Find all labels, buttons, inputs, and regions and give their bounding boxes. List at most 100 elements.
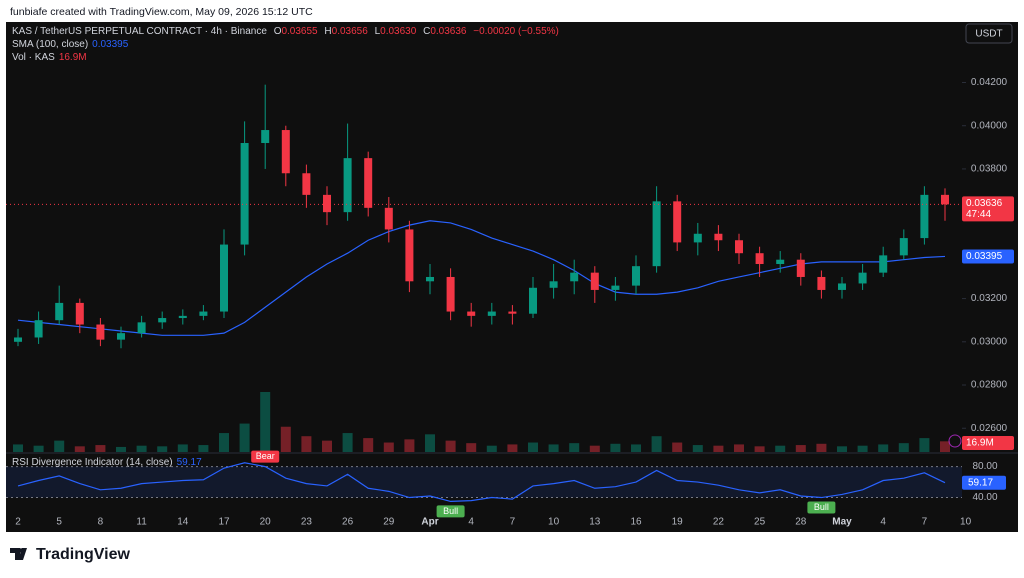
volume-bar (54, 440, 65, 452)
volume-bar (631, 444, 641, 452)
candle-body (137, 322, 146, 334)
candle-body (652, 201, 661, 267)
ohlc-label: C (423, 26, 431, 37)
volume-bar (878, 444, 889, 452)
candle-body (199, 311, 208, 316)
volume-bar (795, 445, 806, 452)
ohlc-value: 0.03656 (331, 26, 368, 37)
x-tick-label: 26 (342, 517, 354, 528)
y-tick-label: 0.04200 (971, 77, 1008, 88)
volume-bar (610, 443, 621, 452)
volume-bar (589, 445, 600, 452)
signal-label: Bull (814, 502, 829, 512)
ohlc-value: 0.03636 (430, 26, 467, 37)
volume-bar (13, 444, 23, 452)
candle-body (281, 130, 290, 174)
sma-value: 0.03395 (92, 39, 129, 50)
candle-body (34, 320, 43, 338)
x-tick-label: 4 (468, 517, 474, 528)
candle-body (446, 276, 455, 312)
volume-bar (95, 445, 106, 452)
volume-bar (177, 444, 188, 452)
candle-body (899, 238, 908, 256)
volume-bar (713, 445, 724, 452)
candle-body (261, 130, 270, 144)
volume-bar (363, 438, 374, 452)
candle-body (55, 302, 64, 321)
volume-bar (74, 446, 85, 452)
candle-body (220, 244, 228, 312)
volume-bar (116, 446, 126, 452)
candle-body (796, 259, 805, 277)
volume-name: Vol · KAS (12, 52, 55, 63)
volume-bar (301, 436, 312, 452)
y-tick-label: 0.02800 (971, 380, 1008, 391)
y-tick-label: 0.04000 (971, 120, 1008, 131)
volume-bar (507, 444, 518, 452)
currency[interactable]: USDT (975, 29, 1002, 40)
volume-bar (569, 443, 580, 452)
x-tick-label: 10 (960, 517, 972, 528)
ohlc-value: 0.03630 (380, 26, 417, 37)
volume-bar (342, 433, 353, 452)
rsi-legend: RSI Divergence Indicator (14, close) 59.1… (12, 457, 206, 468)
candle-body (838, 283, 846, 290)
x-tick-label: 14 (177, 517, 189, 528)
volume-bar (672, 442, 683, 452)
volume-bar (260, 392, 271, 452)
volume-bar (280, 426, 291, 452)
y-tick-label: 0.03800 (971, 164, 1008, 175)
x-tick-label: 5 (56, 517, 62, 528)
candle-body (75, 302, 84, 325)
candle-body (858, 272, 867, 284)
currency-button[interactable] (965, 23, 1013, 44)
x-tick-label: 13 (589, 517, 601, 528)
volume-tag (962, 436, 1014, 450)
candle-body (323, 194, 331, 213)
volume-tag-label: 16.9M (966, 438, 994, 449)
candle-body (384, 207, 393, 230)
last-price-tag (962, 196, 1014, 222)
volume-bar (404, 439, 415, 452)
candle-body (920, 194, 929, 239)
sma-line (17, 220, 946, 336)
y-tick-label: 0.03200 (971, 293, 1008, 304)
signal-label: Bear (256, 451, 275, 461)
rsi-name: RSI Divergence Indicator (14, close) (12, 457, 173, 468)
y-tick-label: 0.02600 (971, 423, 1008, 434)
sma-name: SMA (100, close) (12, 39, 89, 50)
change: −0.00020 (−0.55%) (473, 26, 559, 37)
signal-label: Bull (443, 506, 458, 516)
logo (10, 548, 27, 560)
candle-body (941, 194, 949, 205)
x-tick-label: 29 (383, 517, 395, 528)
volume-bar (322, 440, 332, 452)
brand: TradingView (36, 546, 131, 563)
symbol-legend: KAS / TetherUS PERPETUAL CONTRACT · 4h ·… (12, 26, 563, 37)
countdown: 47:44 (966, 209, 991, 220)
volume-bar (754, 446, 765, 452)
candle-body (405, 229, 414, 282)
sma-tag-label: 0.03395 (966, 251, 1003, 262)
candle-body (158, 318, 167, 323)
x-tick-label: 16 (630, 517, 642, 528)
last-price-label: 0.03636 (966, 198, 1003, 209)
ohlc-value: 0.03655 (281, 26, 318, 37)
ohlc-label: H (324, 26, 332, 37)
candle-body (673, 201, 682, 243)
x-tick-label: May (832, 517, 852, 528)
volume-bar (816, 443, 827, 452)
candle-body (467, 311, 476, 316)
volume-bar (528, 442, 538, 452)
volume-bar (157, 446, 168, 452)
candle-body (570, 272, 579, 282)
candle-body (178, 315, 187, 319)
rsi-band (6, 466, 962, 498)
x-tick-label: 23 (301, 517, 313, 528)
volume-bar (383, 442, 394, 452)
rsi-tick-label: 80.00 (972, 461, 997, 472)
candle-body (529, 287, 537, 314)
rsi-tag (962, 475, 1006, 490)
x-tick-label: 2 (15, 517, 21, 528)
